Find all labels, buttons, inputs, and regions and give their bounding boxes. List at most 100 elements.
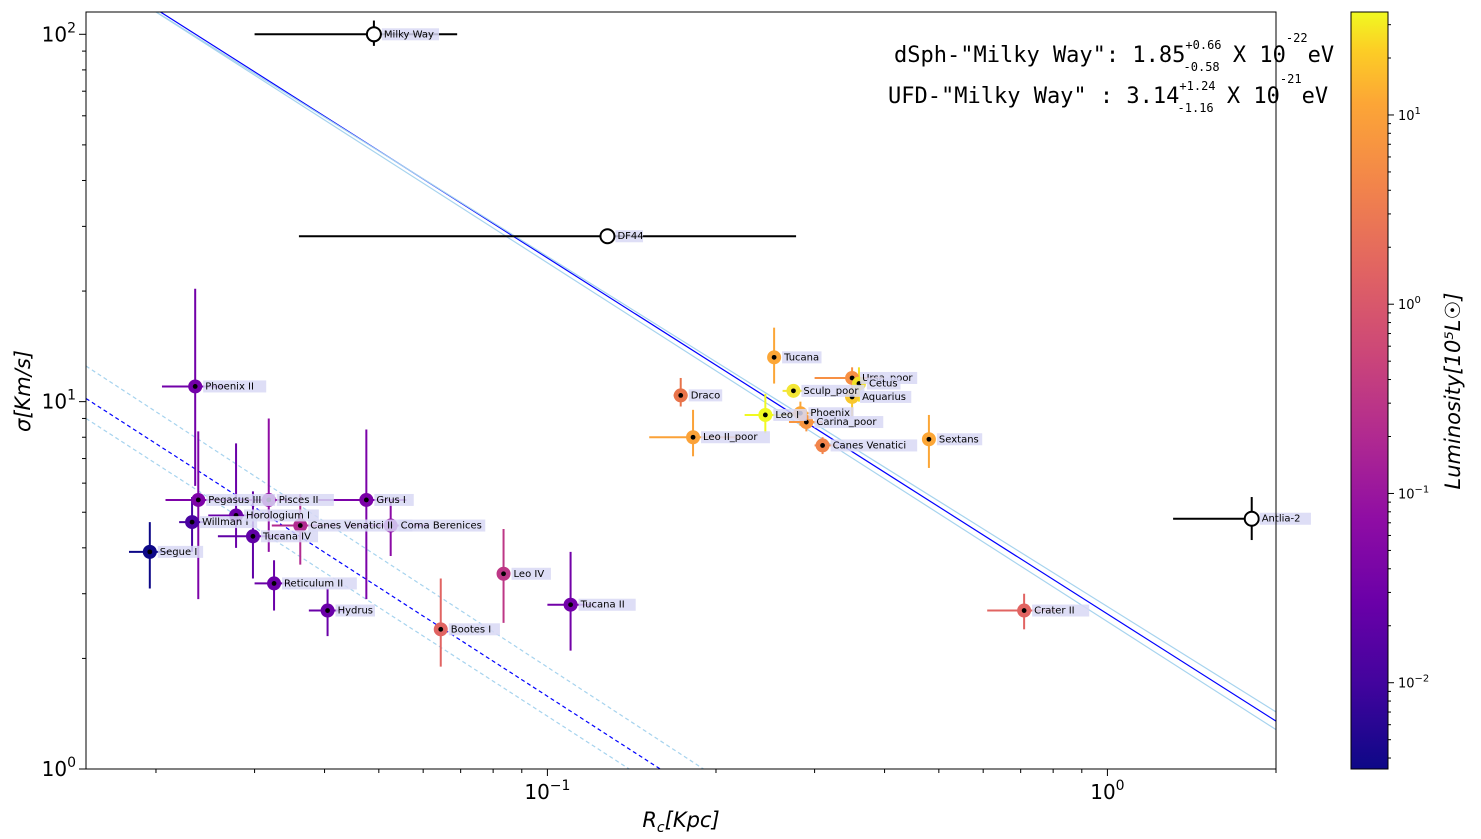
label-bg-sextans (936, 433, 983, 446)
label-canes-venatici-ii: Canes Venatici II (310, 521, 393, 532)
data-points (142, 26, 1260, 637)
label-canes-venatici: Canes Venatici (833, 440, 907, 451)
label-bg-carina-poor (814, 416, 884, 429)
fit-annotation: dSph-"Milky Way": 1.85+0.66 -0.58 X 10-22… (888, 31, 1334, 115)
point-center-tucana-ii (568, 602, 573, 608)
point-antlia-2 (1243, 510, 1260, 527)
fit-line-dsph-fit-lower (155, 12, 1276, 731)
x-axis-ticks: 10−1 100 (155, 769, 1277, 804)
point-center-grus-i (363, 497, 369, 503)
y-tick-label: 102 (42, 20, 76, 46)
annotation-ufd: UFD-"Milky Way" : 3.14+1.24 -1.16 X 10-21… (888, 72, 1328, 115)
plot-frame (85, 11, 1277, 770)
y-tick-label: 101 (42, 388, 76, 414)
label-reticulum-ii: Reticulum II (284, 578, 343, 589)
label-segue-i: Segue I (160, 547, 197, 558)
error-bars (128, 20, 1253, 667)
point-labels: Milky Way DF44 Antlia-2 Phoenix II Pegasus I… (157, 28, 1311, 636)
label-bg-segue-i (157, 545, 204, 558)
point-center-tucana (771, 354, 777, 360)
colorbar-gradient (1350, 11, 1389, 770)
label-bg-tucana (782, 351, 822, 364)
fit-lines (86, 12, 1276, 769)
label-tucana-iv: Tucana IV (262, 531, 311, 542)
point-center-pegasus-iii (195, 497, 201, 503)
label-bg-sculp-poor (801, 384, 865, 397)
x-tick-label: 10−1 (524, 778, 570, 804)
label-bg-draco (688, 389, 723, 402)
label-bg-grus-i (374, 493, 414, 506)
label-hydrus: Hydrus (338, 606, 373, 617)
colorbar-tick-label: 100 (1398, 295, 1421, 313)
label-bg-canes-venatici-ii (308, 519, 413, 532)
label-aquarius: Aquarius (862, 392, 906, 403)
label-cetus: Cetus (869, 379, 898, 390)
label-pegasus-iii: Pegasus III (208, 495, 261, 506)
label-bg-hydrus (335, 604, 375, 617)
point-center-reticulum-ii (271, 581, 277, 586)
point-center-phoenix-ii (192, 384, 198, 389)
point-center-leo-iv (501, 571, 506, 577)
label-horologium-i: Horologium I (246, 510, 310, 521)
point-center-sextans (926, 436, 932, 442)
label-bg-leo-i (773, 408, 807, 421)
label-sextans: Sextans (939, 434, 979, 445)
colorbar: 10−2 10−1 100 101 Luminosity[10⁵L☉] (1350, 11, 1465, 770)
label-bg-horologium-i (244, 509, 319, 522)
y-axis-ticks: 100 101 102 (42, 20, 86, 781)
label-bg-pegasus-iii (206, 493, 276, 506)
point-center-leo-ii-poor (690, 434, 696, 440)
colorbar-tick-label: 101 (1398, 106, 1421, 124)
point-center-leo-i (762, 412, 768, 418)
x-tick-label: 100 (1090, 778, 1124, 804)
label-draco: Draco (691, 390, 721, 401)
label-grus-i: Grus I (376, 495, 406, 506)
label-bg-bootes-i (448, 623, 500, 636)
label-bg-aquarius (860, 390, 912, 403)
point-center-draco (678, 392, 684, 398)
label-pisces-ii: Pisces II (279, 495, 319, 506)
label-bg-leo-iv (511, 567, 551, 580)
point-center-bootes-i (438, 626, 444, 632)
point-center-canes-venatici-ii (297, 523, 303, 528)
colorbar-label: Luminosity[10⁵L☉] (1441, 293, 1465, 490)
point-center-tucana-iv (250, 533, 256, 539)
fit-line-dsph-fit-upper (155, 12, 1276, 713)
label-tucana-ii: Tucana II (580, 600, 625, 611)
label-phoenix-ii: Phoenix II (205, 381, 254, 392)
x-axis-title: Rc[Kpc] (642, 808, 719, 836)
label-bg-crater-ii (1032, 604, 1090, 617)
fit-line-ufd-fit-lower (86, 417, 630, 769)
label-leo-ii-poor: Leo II_poor (703, 432, 758, 443)
point-center-ursa-poor (849, 375, 855, 381)
point-center-hydrus (325, 608, 330, 613)
label-leo-iv: Leo IV (514, 569, 545, 580)
label-bg-df44 (615, 230, 644, 243)
label-bg-willman-i (200, 516, 258, 529)
label-carina-poor: Carina_poor (816, 417, 877, 428)
point-center-sculp-poor (791, 388, 796, 394)
label-bg-tucana-iv (260, 530, 319, 543)
label-bg-coma-berenices (398, 519, 486, 532)
point-center-willman-i (189, 519, 195, 525)
fit-line-ufd-fit (86, 397, 661, 769)
label-bg-phoenix-ii (203, 380, 267, 393)
label-coma-berenices: Coma Berenices (401, 521, 482, 532)
label-bg-leo-ii-poor (701, 431, 770, 444)
label-bg-pisces-ii (276, 493, 334, 506)
label-tucana: Tucana (783, 352, 819, 363)
y-axis-title: σ[Km/s] (11, 350, 35, 432)
annotation-dsph: dSph-"Milky Way": 1.85+0.66 -0.58 X 10-22… (894, 31, 1334, 74)
label-bootes-i: Bootes I (451, 624, 492, 635)
label-bg-canes-venatici (830, 439, 918, 452)
label-bg-tucana-ii (578, 598, 636, 611)
label-sculp-poor: Sculp_poor (803, 386, 859, 397)
label-leo-i: Leo I (775, 410, 799, 421)
point-milky-way (365, 26, 382, 43)
label-bg-milky-way (381, 28, 440, 41)
point-center-crater-ii (1021, 608, 1027, 613)
y-tick-label: 100 (42, 755, 76, 781)
point-df44 (599, 228, 616, 245)
label-phoenix: Phoenix (810, 408, 850, 419)
label-willman-i: Willman I (202, 517, 248, 528)
